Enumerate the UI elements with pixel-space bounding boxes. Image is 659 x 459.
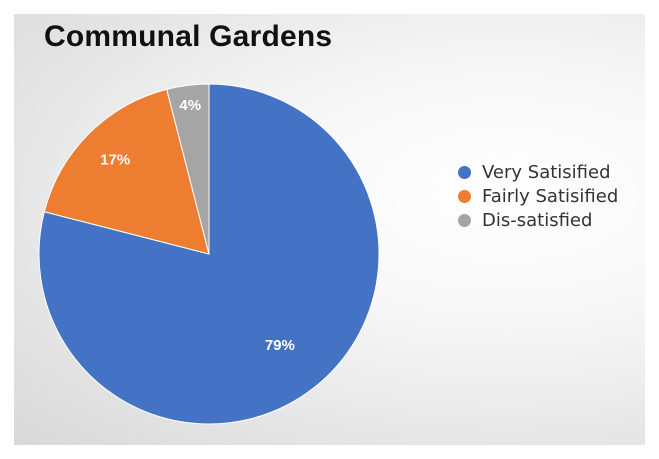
legend-swatch-dis-satisfied [458,213,471,227]
pie-label-dis-satisfied: 4% [179,97,201,114]
legend-swatch-very-satisfied [458,165,471,179]
pie-chart: 79% 17% 4% [38,83,380,425]
legend-label-fairly-satisfied: Fairly Satisified [482,185,619,207]
legend: Very Satisified Fairly Satisified Dis-sa… [458,160,618,232]
chart-frame: Communal Gardens 79% 17% 4% Very Satisifie… [14,14,645,445]
pie-slice-very-satisfied [38,83,380,425]
legend-item-very-satisfied: Very Satisified [458,160,618,184]
legend-label-very-satisfied: Very Satisified [482,161,611,183]
legend-swatch-fairly-satisfied [458,189,471,203]
legend-label-dis-satisfied: Dis-satisfied [482,209,593,231]
pie-label-very-satisfied: 79% [265,337,295,354]
chart-title: Communal Gardens [44,20,333,53]
pie-slice-fairly-satisfied [43,88,210,255]
pie-slice-dis-satisfied [166,83,210,255]
legend-item-fairly-satisfied: Fairly Satisified [458,184,618,208]
pie-label-fairly-satisfied: 17% [100,152,130,169]
legend-item-dis-satisfied: Dis-satisfied [458,208,618,232]
